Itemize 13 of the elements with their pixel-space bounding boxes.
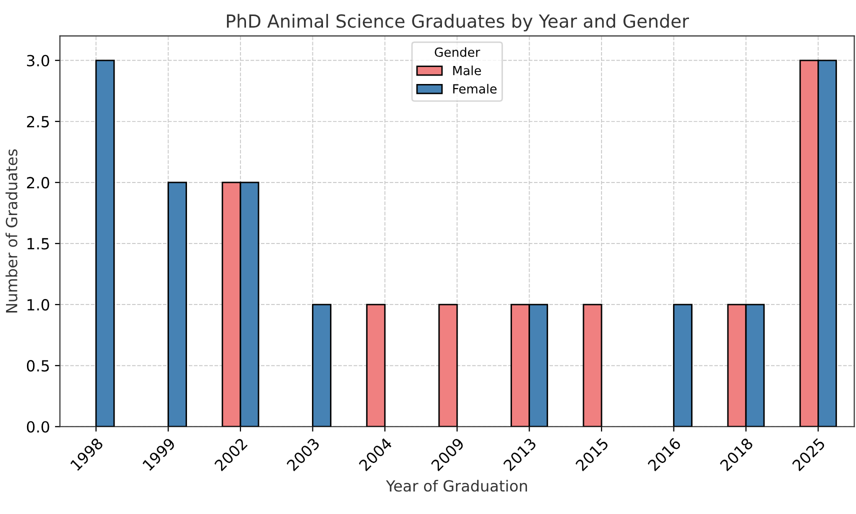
y-tick-label: 2.0: [27, 176, 50, 188]
x-axis-title: Year of Graduation: [386, 480, 527, 492]
y-axis-title: Number of Graduates: [6, 149, 18, 312]
y-tick-label: 1.5: [28, 238, 49, 250]
y-tick-label: 0.0: [26, 421, 50, 433]
legend-title: Gender: [434, 47, 480, 57]
legend-label: Male: [453, 66, 481, 76]
y-tick-label: 1.0: [28, 299, 50, 311]
legend-label: Female: [453, 84, 497, 94]
y-tick-label: 3.0: [27, 54, 50, 66]
y-tick-label: 0.5: [26, 360, 49, 372]
chart-title: PhD Animal Science Graduates by Year and Gender: [226, 14, 690, 32]
y-tick-label: 2.5: [27, 116, 49, 128]
